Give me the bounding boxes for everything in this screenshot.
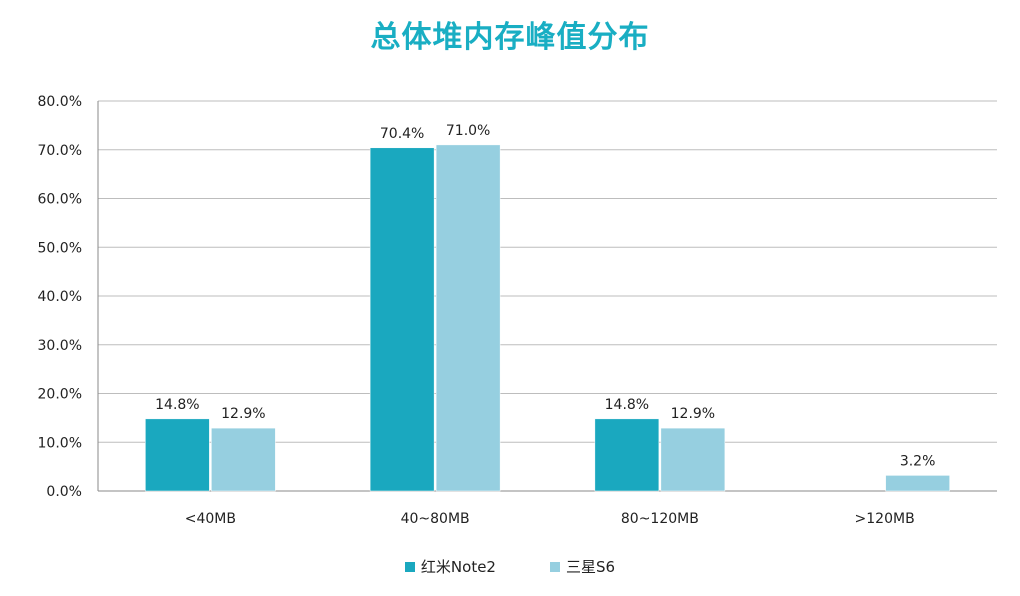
- data-label: 3.2%: [900, 453, 936, 469]
- legend-label: 三星S6: [565, 558, 616, 576]
- bar: [369, 147, 435, 492]
- data-label: 12.9%: [671, 406, 715, 422]
- data-label: 14.8%: [605, 397, 649, 413]
- y-tick-label: 0.0%: [46, 484, 82, 500]
- legend: 红米Note2 三星S6: [0, 556, 1020, 577]
- legend-label: 红米Note2: [420, 558, 496, 576]
- legend-item-series-1: 红米Note2: [404, 556, 496, 577]
- legend-swatch: [404, 561, 415, 572]
- bar: [885, 475, 950, 492]
- y-tick-label: 40.0%: [38, 289, 82, 305]
- x-tick-label: <40MB: [185, 511, 236, 527]
- y-tick-label: 20.0%: [38, 387, 82, 403]
- data-label: 12.9%: [221, 406, 265, 422]
- y-tick-label: 80.0%: [38, 94, 82, 110]
- bar: [435, 144, 501, 492]
- bar: [594, 418, 660, 492]
- x-tick-label: >120MB: [855, 511, 915, 527]
- x-tick-label: 40~80MB: [401, 511, 470, 527]
- legend-swatch: [549, 561, 560, 572]
- y-tick-label: 10.0%: [38, 435, 82, 451]
- y-tick-label: 30.0%: [38, 338, 82, 354]
- y-tick-label: 50.0%: [38, 240, 82, 256]
- y-tick-label: 60.0%: [38, 192, 82, 208]
- bar: [145, 418, 210, 492]
- y-tick-label: 70.0%: [38, 143, 82, 159]
- data-label: 71.0%: [446, 123, 490, 139]
- bar: [211, 427, 276, 492]
- x-tick-label: 80~120MB: [621, 511, 699, 527]
- data-label: 70.4%: [380, 126, 424, 142]
- chart-title: 总体堆内存峰值分布: [370, 20, 650, 55]
- data-label: 14.8%: [155, 397, 199, 413]
- bar: [660, 427, 726, 492]
- legend-item-series-2: 三星S6: [549, 556, 616, 577]
